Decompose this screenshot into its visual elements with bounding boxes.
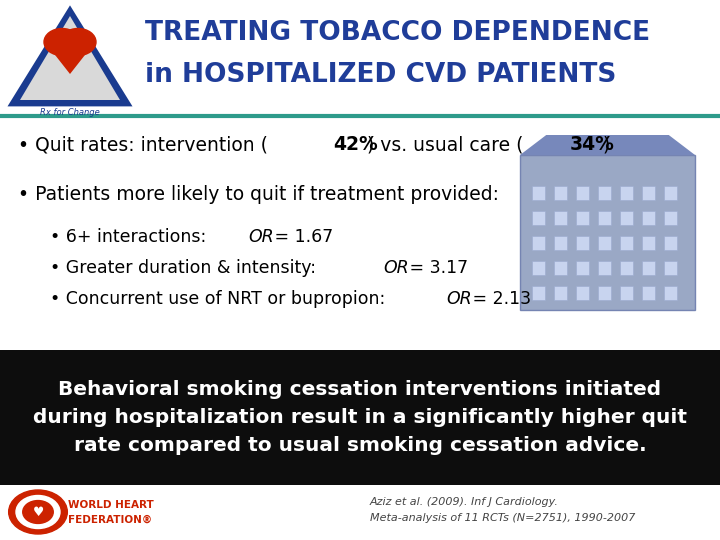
- Text: in HOSPITALIZED CVD PATIENTS: in HOSPITALIZED CVD PATIENTS: [145, 62, 616, 88]
- Bar: [576, 261, 589, 275]
- Text: OR: OR: [383, 259, 409, 277]
- Bar: [532, 186, 545, 200]
- Bar: [598, 211, 611, 225]
- Text: ): ): [603, 136, 611, 154]
- Bar: [554, 286, 567, 300]
- Bar: [620, 261, 633, 275]
- Text: rate compared to usual smoking cessation advice.: rate compared to usual smoking cessation…: [73, 436, 647, 455]
- Bar: [598, 236, 611, 250]
- Bar: [664, 211, 677, 225]
- Bar: [620, 236, 633, 250]
- Bar: [642, 186, 655, 200]
- Text: Aziz et al. (2009). Inf J Cardiology.: Aziz et al. (2009). Inf J Cardiology.: [370, 497, 559, 507]
- Bar: [576, 236, 589, 250]
- Bar: [664, 236, 677, 250]
- Text: OR: OR: [446, 290, 472, 308]
- Text: = 3.17: = 3.17: [404, 259, 468, 277]
- Bar: [576, 211, 589, 225]
- Bar: [554, 261, 567, 275]
- Text: = 2.13: = 2.13: [467, 290, 531, 308]
- Circle shape: [60, 29, 96, 56]
- Bar: [642, 236, 655, 250]
- Bar: [554, 236, 567, 250]
- Text: = 1.67: = 1.67: [269, 228, 333, 246]
- Bar: [520, 155, 695, 310]
- Circle shape: [9, 490, 68, 534]
- Bar: [620, 211, 633, 225]
- Circle shape: [44, 29, 80, 56]
- Text: during hospitalization result in a significantly higher quit: during hospitalization result in a signi…: [33, 408, 687, 427]
- Circle shape: [16, 496, 60, 529]
- Bar: [642, 286, 655, 300]
- Text: • Quit rates: intervention (: • Quit rates: intervention (: [18, 136, 268, 154]
- Bar: [598, 286, 611, 300]
- Bar: [664, 261, 677, 275]
- Bar: [532, 261, 545, 275]
- Text: Behavioral smoking cessation interventions initiated: Behavioral smoking cessation interventio…: [58, 380, 662, 399]
- Bar: [576, 186, 589, 200]
- Bar: [664, 186, 677, 200]
- Bar: [0, 0, 720, 116]
- Polygon shape: [520, 135, 695, 155]
- Polygon shape: [10, 8, 130, 105]
- Text: ♥: ♥: [32, 505, 44, 518]
- Bar: [642, 211, 655, 225]
- Bar: [620, 286, 633, 300]
- Bar: [598, 186, 611, 200]
- Polygon shape: [20, 16, 120, 100]
- Text: • 6+ interactions:: • 6+ interactions:: [50, 228, 212, 246]
- Bar: [554, 186, 567, 200]
- Bar: [532, 286, 545, 300]
- Text: • Greater duration & intensity:: • Greater duration & intensity:: [50, 259, 322, 277]
- Bar: [532, 236, 545, 250]
- Bar: [576, 286, 589, 300]
- Circle shape: [23, 501, 53, 523]
- Text: 34%: 34%: [570, 136, 614, 154]
- Bar: [554, 211, 567, 225]
- Text: OR: OR: [248, 228, 274, 246]
- Text: • Patients more likely to quit if treatment provided:: • Patients more likely to quit if treatm…: [18, 186, 499, 205]
- Text: • Concurrent use of NRT or bupropion:: • Concurrent use of NRT or bupropion:: [50, 290, 391, 308]
- Text: 42%: 42%: [333, 136, 378, 154]
- Polygon shape: [48, 46, 92, 74]
- Bar: [532, 211, 545, 225]
- Bar: [620, 186, 633, 200]
- Text: Rx for Change: Rx for Change: [40, 108, 100, 117]
- Bar: [664, 286, 677, 300]
- Text: ) vs. usual care (: ) vs. usual care (: [366, 136, 523, 154]
- Text: Meta-analysis of 11 RCTs (N=2751), 1990-2007: Meta-analysis of 11 RCTs (N=2751), 1990-…: [370, 513, 635, 523]
- Text: FEDERATION®: FEDERATION®: [68, 515, 152, 525]
- Bar: [598, 261, 611, 275]
- Bar: [642, 261, 655, 275]
- Text: WORLD HEART: WORLD HEART: [68, 500, 154, 510]
- Bar: [0, 350, 720, 485]
- Text: TREATING TOBACCO DEPENDENCE: TREATING TOBACCO DEPENDENCE: [145, 20, 650, 46]
